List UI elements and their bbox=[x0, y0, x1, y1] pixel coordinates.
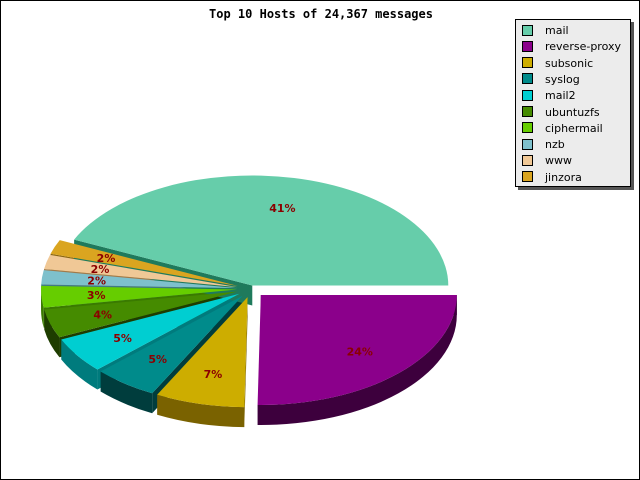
slice-side bbox=[257, 294, 457, 425]
pie-slice bbox=[50, 240, 238, 287]
slice-percent-label: 24% bbox=[347, 345, 373, 358]
legend-item: jinzora bbox=[522, 171, 582, 185]
legend-swatch bbox=[522, 89, 533, 101]
legend-label: ubuntuzfs bbox=[545, 105, 600, 119]
slice-side bbox=[100, 371, 153, 414]
pie-slice bbox=[257, 294, 457, 405]
legend-item: ubuntuzfs bbox=[522, 106, 600, 120]
legend-swatch bbox=[522, 106, 533, 117]
slice-percent-label: 2% bbox=[87, 274, 106, 287]
slice-percent-label: 7% bbox=[204, 368, 223, 381]
pie-slice bbox=[74, 175, 449, 286]
legend-item: reverse-proxy bbox=[522, 40, 621, 54]
legend-item: www bbox=[522, 154, 572, 168]
slice-percent-label: 2% bbox=[91, 263, 110, 276]
legend-label: mail2 bbox=[545, 89, 576, 103]
slice-percent-label: 41% bbox=[269, 202, 295, 215]
legend-label: mail bbox=[545, 24, 569, 37]
pie-slice bbox=[44, 254, 238, 288]
legend-item: mail bbox=[522, 24, 569, 38]
legend-swatch bbox=[522, 24, 533, 36]
legend-swatch bbox=[522, 138, 533, 150]
legend-swatch bbox=[522, 57, 533, 69]
pie-slice bbox=[100, 295, 243, 394]
legend-swatch bbox=[522, 73, 533, 85]
legend-swatch bbox=[522, 171, 533, 183]
legend-item: nzb bbox=[522, 138, 565, 152]
legend-label: subsonic bbox=[545, 56, 594, 70]
legend-label: ciphermail bbox=[545, 121, 603, 135]
legend: mail reverse-proxy subsonic syslog mail2 ubun… bbox=[515, 19, 631, 187]
pie-slice bbox=[157, 297, 248, 408]
pie-slice bbox=[44, 291, 238, 338]
slice-percent-label: 5% bbox=[148, 353, 167, 366]
slice-percent-label: 2% bbox=[97, 252, 116, 265]
pie-slice bbox=[61, 293, 240, 370]
slice-percent-label: 3% bbox=[87, 289, 106, 302]
legend-label: nzb bbox=[545, 138, 565, 152]
slice-percent-label: 4% bbox=[93, 309, 112, 322]
legend-swatch bbox=[522, 122, 533, 134]
pie-slice bbox=[41, 270, 238, 289]
slice-side bbox=[44, 309, 60, 358]
slice-side bbox=[41, 289, 44, 328]
legend-swatch bbox=[522, 154, 533, 166]
chart-title: Top 10 Hosts of 24,367 messages bbox=[209, 7, 433, 21]
legend-label: syslog bbox=[545, 72, 580, 86]
legend-label: www bbox=[545, 154, 572, 168]
legend-item: mail2 bbox=[522, 89, 576, 103]
slice-percent-label: 5% bbox=[113, 332, 132, 345]
slice-side bbox=[61, 339, 98, 390]
slice-edge bbox=[244, 297, 248, 428]
legend-item: syslog bbox=[522, 73, 580, 87]
legend-item: subsonic bbox=[522, 57, 593, 71]
pie-slice bbox=[41, 285, 238, 308]
legend-swatch bbox=[522, 40, 533, 52]
slice-side bbox=[157, 394, 245, 428]
legend-label: jinzora bbox=[545, 170, 582, 184]
legend-label: reverse-proxy bbox=[545, 40, 621, 54]
legend-item: ciphermail bbox=[522, 122, 603, 136]
